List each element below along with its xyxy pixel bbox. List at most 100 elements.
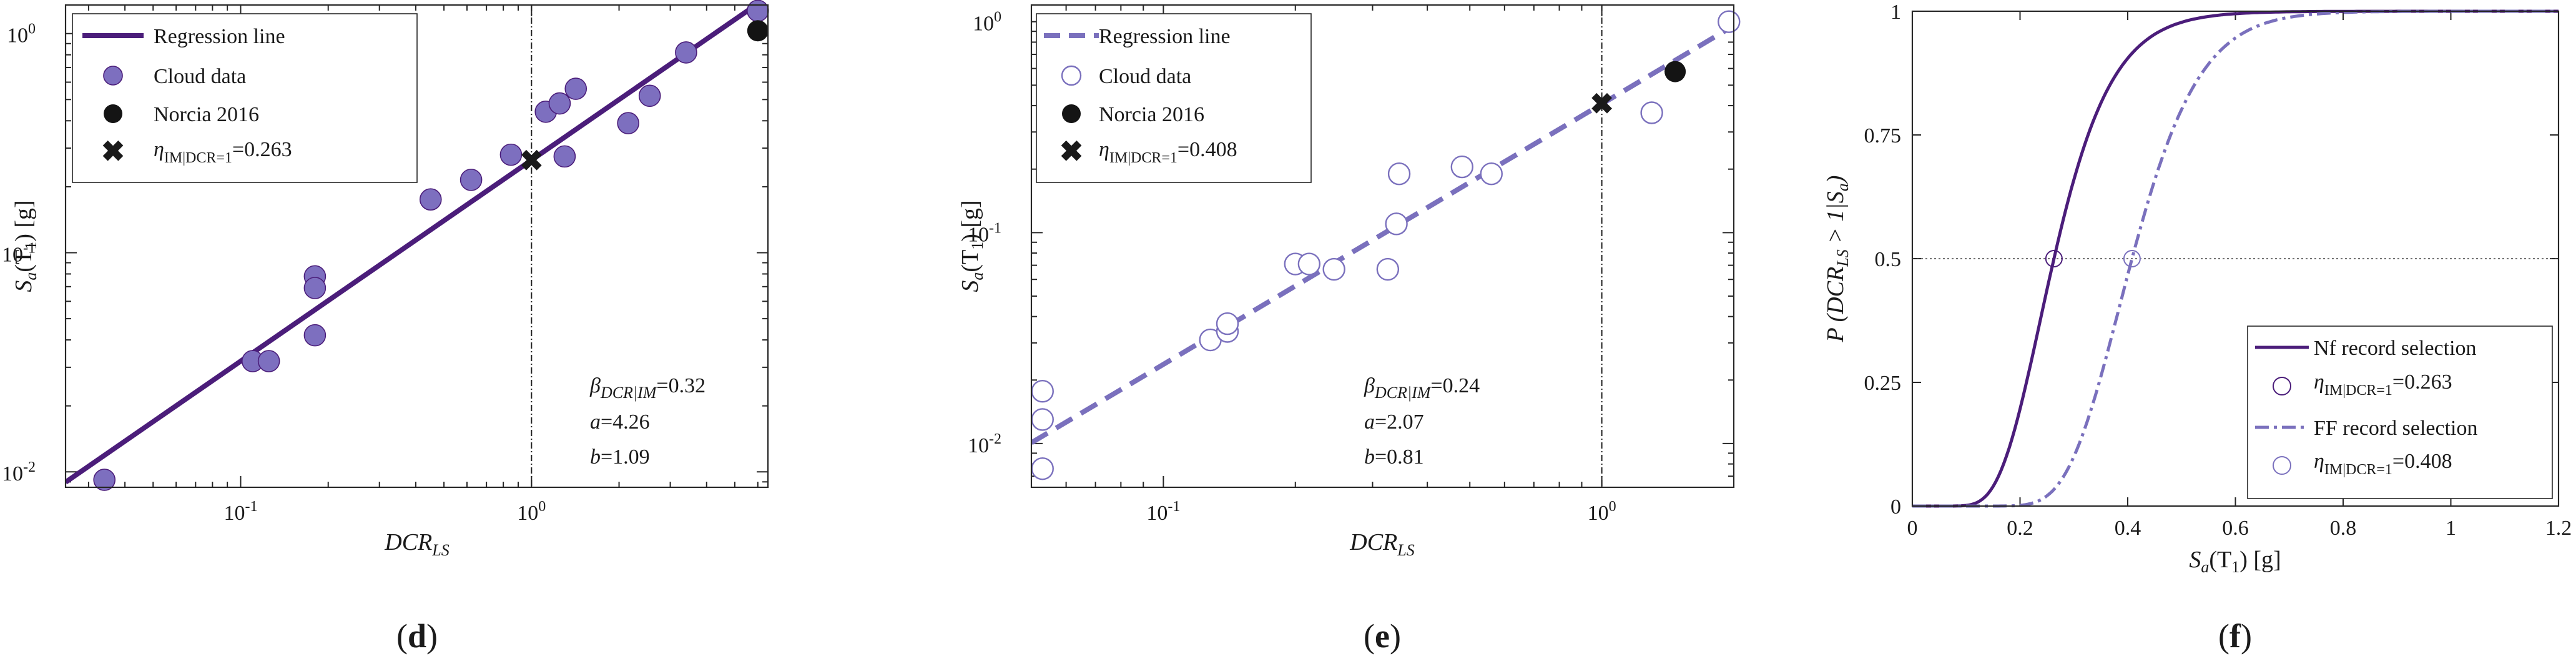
panel-e-legend-box [1036, 13, 1312, 183]
legend-item-eta: ηIM|DCR=1=0.408 [1099, 138, 1237, 166]
panel-d: 10-1 100 10-2 10-1 100 ✖ Sa(T1) [g] DCRLS Reg… [2, 0, 769, 655]
panel-d-axes-frame [64, 4, 769, 489]
legend-item-ff: FF record selection [2314, 417, 2478, 440]
panel-d-ylabel: Sa(T1) [g] [11, 200, 40, 292]
x-tick-label: 0.6 [2222, 517, 2249, 540]
panel-e-xlabel: DCRLS [1349, 529, 1414, 559]
x-tick-label: 10-1 [224, 499, 257, 525]
x-tick-label: 0.8 [2330, 517, 2357, 540]
legend-item-cloud: Cloud data [154, 65, 246, 88]
x-tick-label: 1 [2446, 517, 2456, 540]
legend-norcia-symbol [1062, 104, 1081, 123]
panel-e-caption: (e) [1364, 617, 1401, 655]
legend-eta-ff-symbol [2273, 456, 2291, 475]
cloud-data-point [1376, 257, 1400, 281]
cloud-data-point [499, 143, 523, 166]
cloud-data-point [419, 188, 442, 211]
panel-d-legend-box [72, 13, 418, 183]
y-tick-label: 1 [1890, 1, 1901, 24]
panel-e-legend: Regression line Cloud data Norcia 2016 ✖… [1036, 13, 1312, 183]
cloud-data-point [93, 469, 116, 491]
legend-item-regression: Regression line [1099, 25, 1231, 48]
panel-d-a: a=4.26 [590, 410, 650, 434]
cloud-data-point [675, 41, 697, 64]
panel-d-annotation: βDCR|IM=0.32 a=4.26 b=1.09 [589, 374, 705, 469]
panel-d-plot: 10-1 100 10-2 10-1 100 ✖ [2, 0, 769, 525]
y-tick-label: 0.25 [1864, 372, 1902, 395]
cloud-data-point [1031, 408, 1054, 431]
x-tick-label: 0.4 [2115, 517, 2141, 540]
cloud-data-point [617, 112, 639, 134]
legend-item-eta-nf: ηIM|DCR=1=0.263 [2314, 370, 2452, 399]
legend-item-eta-ff: ηIM|DCR=1=0.408 [2314, 450, 2452, 478]
cloud-data-point [303, 277, 327, 299]
cloud-data-point [460, 169, 483, 191]
legend-eta-symbol: ✖ [1059, 136, 1084, 167]
panel-f-xlabel: Sa(T1) [g] [2189, 547, 2281, 576]
panel-f-ylabel: P (DCRLS > 1|Sa) [1822, 176, 1852, 343]
fragility-curve-ff [1912, 9, 2559, 508]
cloud-data-point [548, 92, 571, 115]
panel-e-a: a=2.07 [1364, 410, 1424, 434]
y-tick-label: 10-2 [2, 459, 36, 485]
cloud-data-point [1480, 162, 1503, 186]
eta-median-marker: ✖ [519, 145, 544, 177]
x-tick-label: 10-1 [1146, 499, 1180, 525]
y-tick-label: 10-1 [968, 220, 1001, 246]
median-marker-nf [2045, 250, 2063, 267]
panel-e-ylabel: Sa(T1) [g] [957, 200, 986, 292]
y-tick-label: 100 [973, 9, 1001, 36]
cloud-data-point [1450, 155, 1473, 179]
regression-line [66, 5, 760, 485]
norcia-2016-point [1664, 61, 1686, 82]
y-tick-label: 0.5 [1875, 248, 1902, 271]
cloud-data-point [1387, 162, 1411, 186]
legend-item-cloud: Cloud data [1099, 65, 1191, 88]
y-tick-label: 10-1 [2, 240, 36, 266]
y-tick-label: 0.75 [1864, 124, 1902, 147]
cloud-data-point [1718, 10, 1741, 33]
panel-d-b: b=1.09 [590, 445, 650, 469]
cloud-data-point [1385, 212, 1408, 236]
legend-item-regression: Regression line [154, 25, 285, 48]
panel-d-xlabel: DCRLS [384, 529, 449, 559]
panel-d-legend: Regression line Cloud data Norcia 2016 ✖… [72, 13, 418, 183]
x-tick-label: 1.2 [2545, 517, 2572, 540]
median-marker-ff [2123, 250, 2141, 267]
cloud-data-point [638, 84, 661, 107]
legend-norcia-symbol [104, 104, 122, 123]
legend-cloud-symbol [1061, 65, 1082, 86]
cloud-data-point [257, 350, 280, 372]
legend-item-nf: Nf record selection [2314, 337, 2477, 360]
cloud-data-point [1031, 457, 1054, 480]
cloud-data-point [747, 0, 769, 22]
legend-eta-nf-symbol [2273, 377, 2291, 395]
legend-item-norcia: Norcia 2016 [1099, 103, 1204, 126]
cloud-data-point [564, 77, 587, 100]
legend-eta-symbol: ✖ [101, 136, 125, 167]
panel-d-caption: (d) [396, 617, 438, 655]
panel-f-caption: (f) [2218, 617, 2252, 655]
legend-cloud-symbol [103, 66, 123, 86]
panel-e-b: b=0.81 [1364, 445, 1424, 469]
cloud-data-point [1297, 252, 1321, 276]
x-tick-label: 0.2 [2007, 517, 2033, 540]
cloud-data-point [1031, 379, 1054, 403]
panel-f-legend: Nf record selection ηIM|DCR=1=0.263 FF r… [2247, 326, 2553, 499]
cloud-data-point [553, 145, 576, 168]
cloud-data-point [1640, 101, 1663, 124]
panel-e-beta: βDCR|IM=0.24 [1364, 374, 1480, 402]
cloud-data-point [1322, 257, 1345, 281]
regression-line [1031, 23, 1734, 445]
y-tick-label: 0 [1890, 495, 1901, 519]
panel-e-axes-frame [1030, 4, 1735, 489]
x-tick-label: 100 [1588, 499, 1616, 525]
x-tick-label: 100 [517, 499, 546, 525]
eta-median-marker: ✖ [1590, 88, 1614, 120]
panel-d-beta: βDCR|IM=0.32 [589, 374, 705, 402]
panel-e-annotation: βDCR|IM=0.24 a=2.07 b=0.81 [1364, 374, 1480, 469]
y-tick-label: 100 [7, 21, 36, 47]
cloud-data-point [1216, 312, 1239, 336]
panel-f-legend-box [2247, 326, 2553, 499]
